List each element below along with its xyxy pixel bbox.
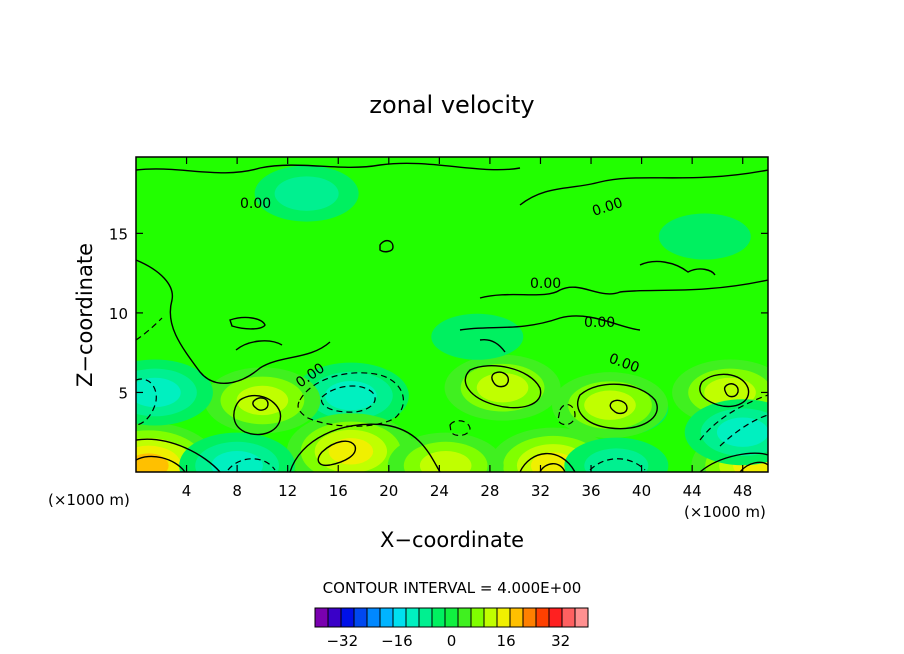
colorbar-swatch — [574, 607, 589, 628]
colorbar-swatch — [366, 607, 381, 628]
colorbar-tick-label: 32 — [551, 632, 570, 650]
chart-title: zonal velocity — [369, 91, 534, 119]
x-unit-left: (×1000 m) — [48, 491, 130, 509]
contour-fill-region — [419, 450, 472, 472]
contour-label: 0.00 — [240, 196, 271, 212]
y-tick-label: 10 — [109, 305, 128, 323]
colorbar-swatch — [483, 607, 498, 628]
contour-fill-region — [328, 438, 374, 465]
colorbar-tick-label: 0 — [447, 632, 457, 650]
x-tick-label: 20 — [379, 482, 398, 500]
colorbar-swatch — [314, 607, 329, 628]
colorbar-swatch — [340, 607, 355, 628]
colorbar-swatch — [548, 607, 563, 628]
contour-fill-region — [476, 373, 529, 403]
colorbar-tick-label: −32 — [326, 632, 358, 650]
plot-frame — [135, 156, 769, 473]
contour-fill-region — [274, 176, 339, 211]
colorbar-swatch — [418, 607, 433, 628]
contour-label: 0.00 — [530, 276, 561, 292]
contour-fill-region — [325, 380, 377, 411]
y-tick-label: 15 — [109, 225, 128, 243]
x-tick-label: 12 — [278, 482, 297, 500]
x-axis-label: X−coordinate — [380, 528, 524, 552]
colorbar-swatch — [496, 607, 511, 628]
contour-interval-text: CONTOUR INTERVAL = 4.000E+00 — [323, 579, 582, 597]
colorbar-swatch — [535, 607, 550, 628]
colorbar-swatch — [379, 607, 394, 628]
colorbar-swatch — [561, 607, 576, 628]
y-axis-label: Z−coordinate — [73, 243, 97, 387]
contour-fill-region — [584, 448, 649, 472]
y-tick-label: 5 — [118, 384, 128, 402]
contour-fill-region — [236, 385, 289, 416]
contour-fill-region — [136, 377, 181, 408]
dashed-contours — [136, 317, 768, 471]
contour-fill-region — [211, 450, 263, 472]
colorbar-swatch — [327, 607, 342, 628]
colorbar-swatch — [392, 607, 407, 628]
colorbar-swatch — [522, 607, 537, 628]
contour-lines — [136, 162, 768, 472]
contour-label: 0.00 — [584, 315, 615, 331]
colorbar-swatch — [470, 607, 485, 628]
x-unit-right: (×1000 m) — [684, 503, 766, 521]
x-tick-label: 36 — [581, 482, 600, 500]
colorbar-swatch — [444, 607, 459, 628]
colorbar-swatch — [353, 607, 368, 628]
x-tick-label: 4 — [182, 482, 192, 500]
plot-area: 0.00 0.00 0.00 0.00 0.00 0.00 — [136, 157, 768, 472]
x-tick-label: 32 — [531, 482, 550, 500]
x-tick-label: 8 — [232, 482, 242, 500]
colorbar-swatch — [457, 607, 472, 628]
colorbar-swatch — [405, 607, 420, 628]
contour-fill-region — [431, 313, 524, 360]
colorbar-swatch — [431, 607, 446, 628]
colorbar-tick-label: −16 — [381, 632, 413, 650]
x-tick-label: 48 — [733, 482, 752, 500]
x-tick-label: 16 — [329, 482, 348, 500]
x-tick-label: 28 — [480, 482, 499, 500]
colorbar-swatch — [509, 607, 524, 628]
x-tick-label: 24 — [430, 482, 449, 500]
colorbar: −32 −16 0 16 32 — [314, 607, 589, 650]
x-tick-label: 40 — [632, 482, 651, 500]
contour-fill-region — [530, 452, 576, 472]
contour-fill-region — [658, 213, 751, 260]
x-tick-label: 44 — [683, 482, 702, 500]
colorbar-tick-label: 16 — [497, 632, 516, 650]
contour-fill-region — [716, 417, 768, 447]
